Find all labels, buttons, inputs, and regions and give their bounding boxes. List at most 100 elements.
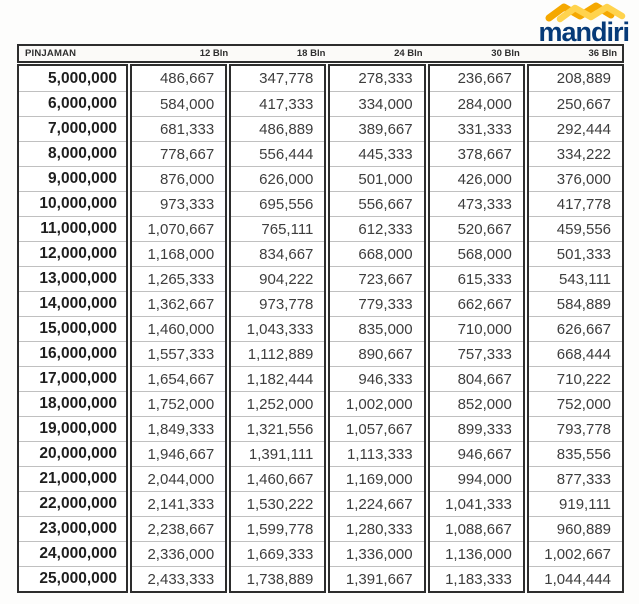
installment-cell: 779,333 (330, 291, 424, 316)
installment-cell: 835,000 (330, 316, 424, 341)
installment-cell: 568,000 (429, 241, 523, 266)
installment-cell: 919,111 (528, 491, 623, 516)
installment-cell: 852,000 (429, 391, 523, 416)
installment-cell: 904,222 (231, 266, 325, 291)
installment-cell: 1,252,000 (231, 391, 325, 416)
installment-cell: 1,391,111 (231, 441, 325, 466)
installment-cell: 331,333 (429, 116, 523, 141)
installment-cell: 2,433,333 (132, 566, 226, 591)
installment-cell: 1,530,222 (231, 491, 325, 516)
installment-cell: 2,336,000 (132, 541, 226, 566)
installment-cell: 584,889 (528, 291, 623, 316)
installment-cell: 1,460,000 (132, 316, 226, 341)
installment-column-18bln: 347,778 417,333 486,889 556,444 626,000 695,5… (229, 64, 327, 593)
installment-cell: 584,000 (132, 91, 226, 116)
installment-cell: 612,333 (330, 216, 424, 241)
loan-amount-cell: 17,000,000 (19, 366, 126, 391)
column-header-36bln: 36 Bln (588, 48, 618, 59)
column-header-18bln: 18 Bln (296, 48, 326, 59)
installment-cell: 710,222 (528, 366, 623, 391)
installment-cell: 1,946,667 (132, 441, 226, 466)
installment-cell: 1,136,000 (429, 541, 523, 566)
installment-cell: 1,112,889 (231, 341, 325, 366)
loan-amount-cell: 9,000,000 (19, 166, 126, 191)
installment-cell: 1,654,667 (132, 366, 226, 391)
loan-amount-column: 5,000,000 6,000,000 7,000,000 8,000,000 9,00… (17, 64, 128, 593)
installment-cell: 378,667 (429, 141, 523, 166)
column-header-pinjaman: PINJAMAN (25, 48, 77, 59)
installment-cell: 486,667 (159, 70, 215, 87)
installment-cell: 543,111 (528, 266, 623, 291)
installment-cell: 1,070,667 (132, 216, 226, 241)
installment-cell: 1,752,000 (132, 391, 226, 416)
installment-cell: 1,599,778 (231, 516, 325, 541)
installment-cell: 1,224,667 (330, 491, 424, 516)
loan-amount-cell: 12,000,000 (19, 241, 126, 266)
installment-cell: 723,667 (330, 266, 424, 291)
installment-cell: 757,333 (429, 341, 523, 366)
installment-cell: 765,111 (231, 216, 325, 241)
installment-cell: 1,849,333 (132, 416, 226, 441)
column-header-24bln: 24 Bln (394, 48, 423, 59)
installment-cell: 994,000 (429, 466, 523, 491)
installment-cell: 1,168,000 (132, 241, 226, 266)
installment-cell: 501,000 (330, 166, 424, 191)
mandiri-logo-text: mandiri (538, 17, 630, 47)
table-body: 5,000,000 6,000,000 7,000,000 8,000,000 9,00… (17, 64, 625, 593)
installment-cell: 486,889 (231, 116, 325, 141)
installment-cell: 1,183,333 (429, 566, 523, 591)
installment-column-30bln: 236,667 284,000 331,333 378,667 426,000 473,3… (427, 64, 525, 593)
installment-cell: 835,556 (528, 441, 623, 466)
installment-cell: 389,667 (330, 116, 424, 141)
mandiri-wave-icon (545, 2, 626, 23)
installment-cell: 668,000 (330, 241, 424, 266)
installment-cell: 250,667 (528, 91, 623, 116)
installment-cell: 426,000 (429, 166, 523, 191)
installment-cell: 445,333 (330, 141, 424, 166)
installment-table: PINJAMAN 12 Bln 18 Bln 24 Bln 30 Bln 36 … (17, 44, 625, 593)
installment-cell: 334,000 (330, 91, 424, 116)
installment-cell: 960,889 (528, 516, 623, 541)
installment-cell: 236,667 (457, 70, 512, 87)
installment-column-12bln: 486,667 584,000 681,333 778,667 876,000 973,3… (130, 64, 228, 593)
installment-cell: 417,778 (528, 191, 623, 216)
installment-cell: 1,057,667 (330, 416, 424, 441)
installment-cell: 778,667 (132, 141, 226, 166)
installment-cell: 1,280,333 (330, 516, 424, 541)
installment-cell: 973,778 (231, 291, 325, 316)
installment-cell: 1,044,444 (528, 566, 623, 591)
loan-amount-cell: 20,000,000 (19, 441, 126, 466)
loan-amount-cell: 18,000,000 (19, 391, 126, 416)
installment-cell: 899,333 (429, 416, 523, 441)
installment-cell: 1,113,333 (330, 441, 424, 466)
column-header-12bln: 12 Bln (199, 48, 229, 59)
installment-cell: 1,321,556 (231, 416, 325, 441)
loan-amount-cell: 8,000,000 (19, 141, 126, 166)
installment-cell: 556,444 (231, 141, 325, 166)
installment-cell: 793,778 (528, 416, 623, 441)
installment-cell: 1,265,333 (132, 266, 226, 291)
installment-cell: 1,738,889 (231, 566, 325, 591)
installment-cell: 876,000 (132, 166, 226, 191)
loan-amount-cell: 23,000,000 (19, 516, 126, 541)
installment-cell: 1,182,444 (231, 366, 325, 391)
installment-cell: 804,667 (429, 366, 523, 391)
installment-cell: 834,667 (231, 241, 325, 266)
installment-cell: 334,222 (528, 141, 623, 166)
installment-cell: 459,556 (528, 216, 623, 241)
installment-cell: 1,088,667 (429, 516, 523, 541)
installment-cell: 501,333 (528, 241, 623, 266)
loan-amount-cell: 10,000,000 (19, 191, 126, 216)
installment-cell: 946,333 (330, 366, 424, 391)
installment-cell: 1,002,000 (330, 391, 424, 416)
installment-cell: 417,333 (231, 91, 325, 116)
installment-cell: 662,667 (429, 291, 523, 316)
installment-cell: 2,141,333 (132, 491, 226, 516)
loan-amount-cell: 19,000,000 (19, 416, 126, 441)
installment-column-36bln: 208,889 250,667 292,444 334,222 376,000 417,7… (526, 64, 625, 593)
installment-cell: 752,000 (528, 391, 623, 416)
installment-cell: 1,002,667 (528, 541, 623, 566)
installment-cell: 946,667 (429, 441, 523, 466)
installment-cell: 520,667 (429, 216, 523, 241)
